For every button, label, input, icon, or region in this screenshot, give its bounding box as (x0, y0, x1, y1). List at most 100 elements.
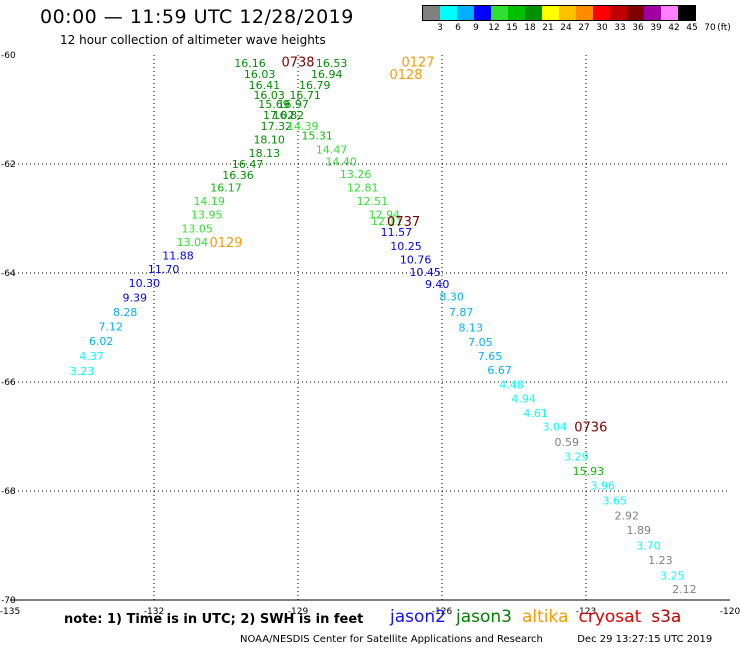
legend-label: 9 (473, 23, 479, 33)
legend-swatch (661, 6, 678, 20)
legend-swatch (576, 6, 593, 20)
data-point-label: 0.59 (555, 436, 580, 449)
data-point-label: 1.89 (627, 524, 652, 537)
data-point-label: 13.95 (191, 209, 223, 222)
data-point-label: 16.97 (277, 98, 309, 111)
legend-label: 18 (524, 23, 536, 33)
legend-label: 45 (686, 23, 698, 33)
data-point-label: 3.96 (591, 480, 616, 493)
legend-label: (ft) (717, 23, 731, 33)
x-tick-label: -123 (576, 607, 596, 617)
data-point-label: 2.12 (672, 583, 697, 596)
data-point-label: 6.67 (487, 364, 512, 377)
credit-timestamp: Dec 29 13:27:15 UTC 2019 (577, 634, 713, 645)
data-point-label: 18.10 (253, 133, 285, 146)
data-point-label: 12.11 (371, 215, 403, 228)
time-label: 0738 (281, 56, 314, 71)
x-tick-label: -120 (720, 607, 740, 617)
legend-swatch (644, 6, 661, 20)
data-point-label: 3.04 (543, 421, 568, 434)
data-point-label: 3.65 (603, 494, 628, 507)
legend-swatch (440, 6, 457, 20)
data-point-label: 16.17 (210, 181, 242, 194)
x-tick-label: -126 (432, 607, 453, 617)
legend-swatches (422, 5, 696, 21)
data-point-label: 9.39 (123, 292, 148, 305)
data-point-label: 13.05 (181, 222, 213, 235)
data-point-label: 13.04 (177, 236, 209, 249)
data-point-label: 10.76 (400, 253, 432, 266)
x-tick-label: -129 (288, 607, 309, 617)
legend-swatch (491, 6, 508, 20)
legend-label: 39 (650, 23, 662, 33)
chart-title: 00:00 — 11:59 UTC 12/28/2019 (40, 6, 354, 28)
data-point-label: 14.40 (325, 155, 357, 168)
time-label: 0129 (209, 236, 242, 251)
data-point-label: 15.93 (573, 465, 605, 478)
data-point-label: 16.03 (253, 89, 285, 102)
data-point-label: 16.71 (289, 89, 321, 102)
time-label: 0736 (574, 421, 607, 436)
data-point-label: 3.25 (660, 569, 685, 582)
legend-swatch (542, 6, 559, 20)
legend-swatch (610, 6, 627, 20)
data-point-label: 10.45 (409, 266, 441, 279)
data-point-label: 14.39 (287, 120, 319, 133)
data-point-label: 3.23 (70, 365, 95, 378)
data-point-label: 1.23 (648, 554, 673, 567)
legend-label: 12 (488, 23, 500, 33)
chart-subtitle: 12 hour collection of altimeter wave hei… (60, 33, 326, 47)
legend-swatch (559, 6, 576, 20)
y-tick-label: -62 (1, 160, 16, 170)
data-point-label: 13.26 (340, 168, 372, 181)
data-point-label: 7.65 (478, 350, 503, 363)
y-tick-label: -68 (1, 487, 16, 497)
data-point-label: 16.36 (222, 169, 254, 182)
satellite-legend: jason2 jason3 altika cryosat s3a (390, 607, 691, 627)
legend-label: 15 (506, 23, 518, 33)
y-tick-label: -60 (1, 51, 16, 61)
data-point-label: 14.47 (316, 143, 348, 156)
time-label: 0128 (389, 68, 422, 83)
legend-label: 42 (668, 23, 680, 33)
legend-label: 36 (632, 23, 644, 33)
color-legend: 3 6 9 12 15 18 21 24 27 30 33 36 39 42 45 70 (ft) (422, 5, 731, 35)
data-point-label: 2.92 (615, 510, 640, 523)
legend-label: 70 (704, 23, 716, 33)
data-point-label: 8.13 (459, 322, 484, 335)
legend-swatch (627, 6, 644, 20)
data-point-label: 11.57 (381, 226, 413, 239)
data-point-label: 8.30 (439, 290, 464, 303)
data-point-label: 12.94 (369, 209, 401, 222)
legend-swatch (678, 6, 695, 20)
data-point-label: 4.48 (499, 379, 524, 392)
satellite-s3a: s3a (651, 607, 682, 627)
units-note: note: 1) Time is in UTC; 2) SWH is in fe… (64, 612, 364, 627)
data-point-label: 15.31 (301, 130, 333, 143)
data-point-label: 17.32 (261, 120, 293, 133)
data-point-label: 16.53 (316, 57, 348, 70)
data-point-label: 11.88 (162, 250, 194, 263)
legend-label: 33 (614, 23, 626, 33)
legend-label: 24 (560, 23, 572, 33)
y-tick-label: -70 (1, 596, 16, 606)
data-point-label: 7.05 (468, 336, 493, 349)
x-tick-label: -132 (144, 607, 164, 617)
legend-swatch (474, 6, 491, 20)
data-point-label: 8.28 (113, 306, 138, 319)
legend-label: 27 (578, 23, 590, 33)
credit-text: NOAA/NESDIS Center for Satellite Applica… (240, 634, 543, 645)
data-point-label: 7.12 (99, 320, 124, 333)
legend-swatch (423, 6, 440, 20)
data-point-label: 7.87 (449, 306, 474, 319)
data-point-label: 9.40 (425, 278, 450, 291)
data-point-label: 14.19 (193, 195, 225, 208)
y-tick-label: -64 (1, 269, 16, 279)
data-point-label: 4.37 (79, 350, 104, 363)
data-point-label: 16.41 (249, 79, 281, 92)
data-point-label: 3.29 (564, 451, 589, 464)
data-point-label: 17.02 (263, 109, 295, 122)
time-label: 0127 (401, 56, 434, 71)
satellite-jason3: jason3 (456, 607, 512, 627)
